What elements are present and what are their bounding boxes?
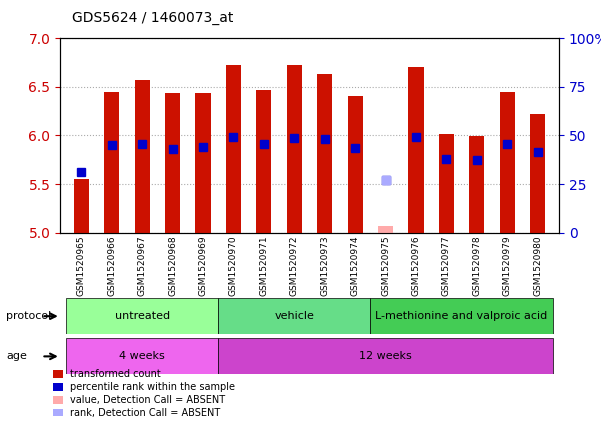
Text: age: age [6,352,27,361]
Bar [499,92,515,233]
Bar [256,90,272,233]
Text: 4 weeks: 4 weeks [120,352,165,361]
Text: GSM1520979: GSM1520979 [502,236,511,296]
Bar [165,93,180,233]
Bar [135,80,150,233]
Text: GSM1520969: GSM1520969 [198,236,207,296]
Text: GSM1520978: GSM1520978 [472,236,481,296]
Bar [104,92,120,233]
Text: GSM1520976: GSM1520976 [412,236,421,296]
Bar [408,67,424,233]
FancyBboxPatch shape [370,298,553,334]
Text: GSM1520966: GSM1520966 [108,236,117,296]
Text: GDS5624 / 1460073_at: GDS5624 / 1460073_at [72,11,234,25]
Bar [530,114,545,233]
Bar [195,93,211,233]
Bar [317,74,332,233]
Text: GSM1520977: GSM1520977 [442,236,451,296]
Text: GSM1520972: GSM1520972 [290,236,299,296]
Text: 12 weeks: 12 weeks [359,352,412,361]
Text: GSM1520980: GSM1520980 [533,236,542,296]
Text: GSM1520973: GSM1520973 [320,236,329,296]
FancyBboxPatch shape [218,298,370,334]
Text: GSM1520967: GSM1520967 [138,236,147,296]
Text: untreated: untreated [115,311,170,321]
Text: GSM1520965: GSM1520965 [77,236,86,296]
Bar [226,65,241,233]
Bar [74,179,89,233]
Bar [378,226,393,233]
Bar [469,136,484,233]
Text: vehicle: vehicle [275,311,314,321]
Text: GSM1520974: GSM1520974 [350,236,359,296]
Text: GSM1520968: GSM1520968 [168,236,177,296]
FancyBboxPatch shape [66,298,218,334]
Text: GSM1520971: GSM1520971 [260,236,269,296]
Bar [287,65,302,233]
FancyBboxPatch shape [66,338,218,374]
Legend: transformed count, percentile rank within the sample, value, Detection Call = AB: transformed count, percentile rank withi… [53,369,236,418]
Bar [439,135,454,233]
FancyBboxPatch shape [218,338,553,374]
Text: GSM1520975: GSM1520975 [381,236,390,296]
Bar [347,96,363,233]
Text: L-methionine and valproic acid: L-methionine and valproic acid [376,311,548,321]
Text: protocol: protocol [6,311,51,321]
Text: GSM1520970: GSM1520970 [229,236,238,296]
